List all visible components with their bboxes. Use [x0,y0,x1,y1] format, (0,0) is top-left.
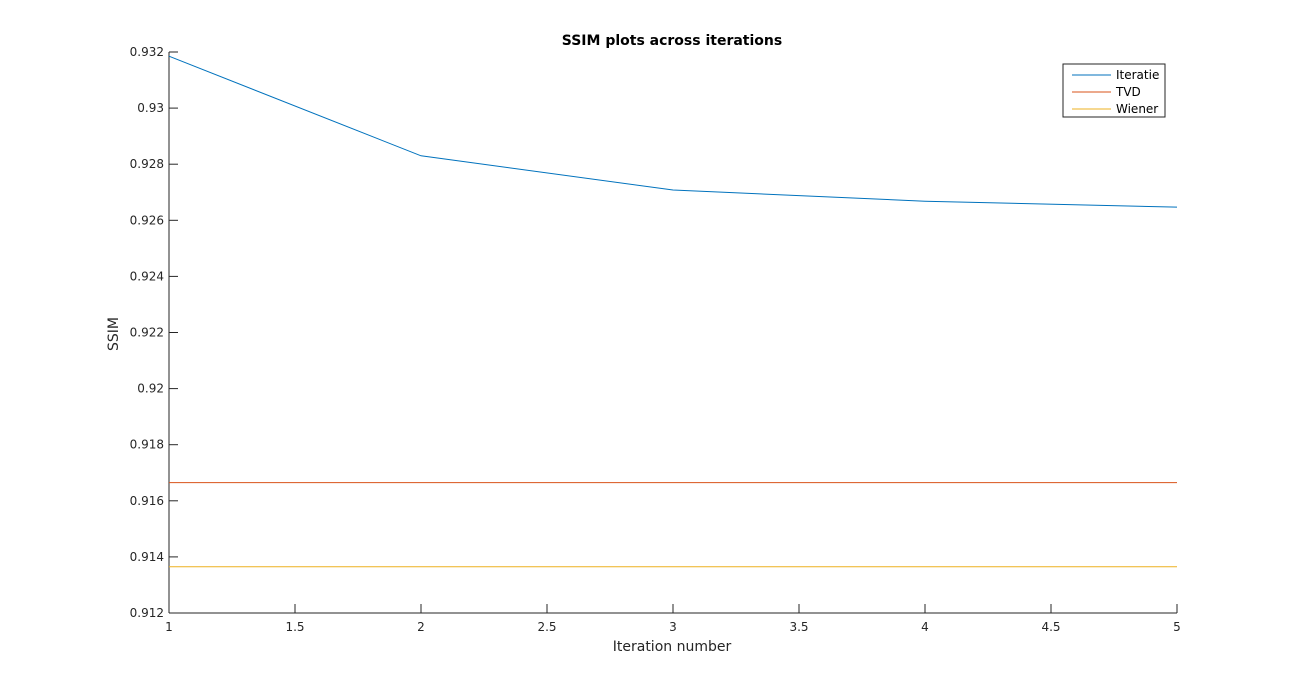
data-point-iteratie [420,154,423,157]
y-tick-label: 0.924 [130,269,164,283]
x-tick-label: 1.5 [285,620,304,634]
data-point-iteratie [1176,206,1179,209]
y-tick-label: 0.926 [130,213,164,227]
y-tick-label: 0.914 [130,550,164,564]
x-tick-label: 4 [921,620,929,634]
y-axis-label: SSIM [106,317,122,351]
x-tick-label: 2.5 [537,620,556,634]
data-point-iteratie [168,55,171,58]
series-line-iteratie [168,55,1178,208]
data-point-tvd [1176,481,1179,484]
x-tick-label: 3.5 [789,620,808,634]
legend-box [1062,63,1166,118]
x-tick-label: 4.5 [1041,620,1060,634]
data-point-wiener [1176,565,1179,568]
legend-label-iteratie: Iteratie [1116,68,1159,82]
y-tick-label: 0.922 [130,326,164,340]
data-point-tvd [168,481,171,484]
x-tick-label: 5 [1173,620,1181,634]
y-tick-label: 0.916 [130,494,164,508]
data-point-iteratie [672,189,675,192]
y-tick-label: 0.918 [130,438,164,452]
x-tick-label: 3 [669,620,677,634]
x-tick-label: 2 [417,620,425,634]
x-tick-label: 1 [165,620,173,634]
legend-label-wiener: Wiener [1116,102,1158,116]
y-tick-label: 0.93 [137,101,164,115]
plot-area: 1 1.5 2 2.5 3 3.5 4 4.5 5 0.912 0.914 0.916 0.918 0.9… [130,45,1181,634]
chart-title: SSIM plots across iterations [562,33,782,49]
legend: Iteratie TVD Wiener [1062,63,1166,118]
y-tick-label: 0.912 [130,606,164,620]
data-point-iteratie [924,200,927,203]
y-tick-label: 0.928 [130,157,164,171]
data-point-wiener [168,565,171,568]
x-axis-label: Iteration number [613,639,732,655]
legend-label-tvd: TVD [1115,85,1141,99]
y-tick-label: 0.932 [130,45,164,59]
y-tick-label: 0.92 [137,382,164,396]
